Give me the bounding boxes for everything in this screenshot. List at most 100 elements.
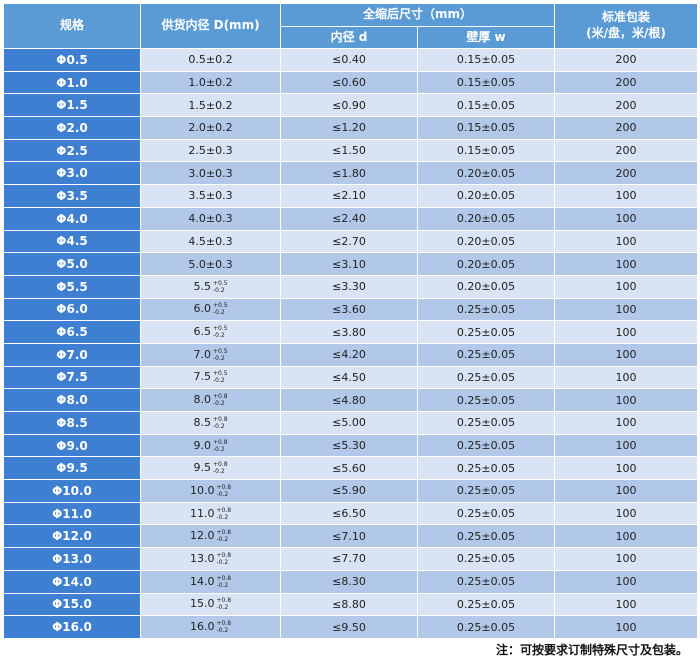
cell-supply-id: 4.5±0.3 <box>140 229 281 254</box>
cell-supply-id: 2.0±0.2 <box>140 116 281 140</box>
cell-wall-thickness: 0.20±0.05 <box>416 229 556 254</box>
tolerance-upper: +0.8 <box>216 620 232 628</box>
cell-wall-thickness: 0.25±0.05 <box>416 365 556 390</box>
cell-supply-id: 1.5±0.2 <box>140 93 281 118</box>
tolerance-lower: -0.2 <box>212 468 225 476</box>
cell-spec: Φ11.0 <box>3 501 141 526</box>
tolerance: +0.8 -0.2 <box>216 529 231 543</box>
supply-value: 6.0 <box>193 302 211 316</box>
tolerance: +0.5 -0.2 <box>213 280 228 294</box>
tolerance-upper: +0.8 <box>216 483 232 491</box>
tolerance-lower: -0.2 <box>212 354 225 362</box>
supply-value: 1.0±0.2 <box>188 76 233 90</box>
cell-supply-id: 9.0 +0.8 -0.2 <box>140 433 281 458</box>
cell-supply-id: 9.5 +0.8 -0.2 <box>140 456 281 481</box>
supply-value: 13.0 <box>189 551 215 565</box>
tolerance-lower: -0.2 <box>216 490 229 498</box>
cell-wall-thickness: 0.25±0.05 <box>416 615 556 639</box>
tolerance: +0.5 -0.2 <box>213 348 228 362</box>
cell-supply-id: 14.0 +0.8 -0.2 <box>140 569 281 594</box>
cell-inner-diameter: ≤5.60 <box>280 456 418 481</box>
cell-supply-id: 8.5 +0.8 -0.2 <box>140 411 281 435</box>
cell-packaging: 100 <box>554 274 699 299</box>
cell-spec: Φ9.5 <box>3 456 141 481</box>
cell-supply-id: 10.0 +0.8 -0.2 <box>140 479 281 503</box>
tolerance-upper: +0.5 <box>212 370 228 378</box>
cell-wall-thickness: 0.15±0.05 <box>416 48 556 72</box>
table-row: Φ8.0 8.0 +0.8 -0.2 ≤4.80 0.25±0.05 100 <box>3 388 699 412</box>
cell-packaging: 100 <box>554 433 699 458</box>
cell-spec: Φ2.5 <box>3 138 141 163</box>
cell-wall-thickness: 0.25±0.05 <box>416 524 556 549</box>
cell-spec: Φ4.5 <box>3 229 141 254</box>
tolerance-lower: -0.2 <box>216 513 229 521</box>
table-row: Φ9.0 9.0 +0.8 -0.2 ≤5.30 0.25±0.05 100 <box>3 433 699 458</box>
cell-wall-thickness: 0.20±0.05 <box>416 274 556 299</box>
table-subheader-row: 内径 d 壁厚 w <box>4 26 698 49</box>
cell-inner-diameter: ≤8.30 <box>280 569 418 594</box>
tolerance-lower: -0.2 <box>212 445 225 453</box>
tolerance: +0.8 -0.2 <box>216 575 231 589</box>
cell-inner-diameter: ≤5.00 <box>280 411 418 435</box>
tolerance-upper: +0.8 <box>212 438 228 446</box>
cell-inner-diameter: ≤7.10 <box>280 524 418 549</box>
table-row: Φ4.0 4.0±0.3 ≤2.40 0.20±0.05 100 <box>3 206 699 231</box>
table-row: Φ9.5 9.5 +0.8 -0.2 ≤5.60 0.25±0.05 100 <box>3 456 699 481</box>
cell-inner-diameter: ≤5.90 <box>280 479 418 503</box>
tolerance: +0.8 -0.2 <box>213 461 228 475</box>
cell-supply-id: 5.5 +0.5 -0.2 <box>140 274 281 299</box>
cell-packaging: 100 <box>554 206 699 231</box>
cell-wall-thickness: 0.25±0.05 <box>416 569 556 594</box>
spec-table: 规格 供货内径 D(mm) 全缩后尺寸（mm） 标准包装 (米/盘，米/根) 内… <box>3 3 699 639</box>
table-row: Φ10.0 10.0 +0.8 -0.2 ≤5.90 0.25±0.05 100 <box>3 479 699 503</box>
cell-wall-thickness: 0.25±0.05 <box>416 411 556 435</box>
tolerance-upper: +0.5 <box>212 279 228 287</box>
tolerance-lower: -0.2 <box>212 332 225 340</box>
cell-inner-diameter: ≤3.80 <box>280 320 418 344</box>
table-row: Φ16.0 16.0 +0.8 -0.2 ≤9.50 0.25±0.05 100 <box>3 615 699 639</box>
tolerance: +0.8 -0.2 <box>216 552 231 566</box>
header-wall-thickness: 壁厚 w <box>416 26 556 49</box>
cell-supply-id: 5.0±0.3 <box>140 252 281 276</box>
table-row: Φ12.0 12.0 +0.8 -0.2 ≤7.10 0.25±0.05 100 <box>3 524 699 549</box>
supply-value: 16.0 <box>189 620 215 634</box>
supply-value: 15.0 <box>189 597 215 611</box>
cell-packaging: 200 <box>554 70 699 95</box>
table-row: Φ0.5 0.5±0.2 ≤0.40 0.15±0.05 200 <box>3 48 699 72</box>
supply-value: 14.0 <box>189 574 215 588</box>
header-spec: 规格 <box>3 3 141 49</box>
cell-supply-id: 4.0±0.3 <box>140 206 281 231</box>
cell-inner-diameter: ≤0.40 <box>280 48 418 72</box>
header-packaging: 标准包装 (米/盘，米/根) <box>554 3 699 49</box>
cell-supply-id: 1.0±0.2 <box>140 70 281 95</box>
cell-supply-id: 16.0 +0.8 -0.2 <box>140 615 281 639</box>
tolerance-lower: -0.2 <box>216 627 229 635</box>
cell-wall-thickness: 0.25±0.05 <box>416 320 556 344</box>
tolerance: +0.8 -0.2 <box>216 620 231 634</box>
cell-inner-diameter: ≤7.70 <box>280 547 418 571</box>
cell-packaging: 200 <box>554 161 699 186</box>
cell-spec: Φ1.5 <box>3 93 141 118</box>
tolerance-upper: +0.5 <box>212 325 228 333</box>
table-row: Φ7.0 7.0 +0.5 -0.2 ≤4.20 0.25±0.05 100 <box>3 342 699 367</box>
tolerance: +0.8 -0.2 <box>213 439 228 453</box>
cell-packaging: 100 <box>554 456 699 481</box>
supply-value: 8.5 <box>193 415 211 429</box>
supply-value: 9.5 <box>193 461 211 475</box>
cell-wall-thickness: 0.20±0.05 <box>416 252 556 276</box>
table-body: Φ0.5 0.5±0.2 ≤0.40 0.15±0.05 200 Φ1.0 1.0±0.2 ≤… <box>3 48 699 639</box>
supply-value: 8.0 <box>193 393 211 407</box>
table-row: Φ5.0 5.0±0.3 ≤3.10 0.20±0.05 100 <box>3 252 699 276</box>
cell-inner-diameter: ≤2.70 <box>280 229 418 254</box>
table-row: Φ1.0 1.0±0.2 ≤0.60 0.15±0.05 200 <box>3 70 699 95</box>
cell-supply-id: 12.0 +0.8 -0.2 <box>140 524 281 549</box>
cell-spec: Φ16.0 <box>3 615 141 639</box>
cell-wall-thickness: 0.25±0.05 <box>416 388 556 412</box>
supply-value: 0.5±0.2 <box>188 53 233 67</box>
supply-value: 11.0 <box>189 506 215 520</box>
tolerance-lower: -0.2 <box>216 558 229 566</box>
cell-wall-thickness: 0.15±0.05 <box>416 116 556 140</box>
tolerance-lower: -0.2 <box>216 581 229 589</box>
cell-packaging: 100 <box>554 320 699 344</box>
table-row: Φ2.0 2.0±0.2 ≤1.20 0.15±0.05 200 <box>3 116 699 140</box>
